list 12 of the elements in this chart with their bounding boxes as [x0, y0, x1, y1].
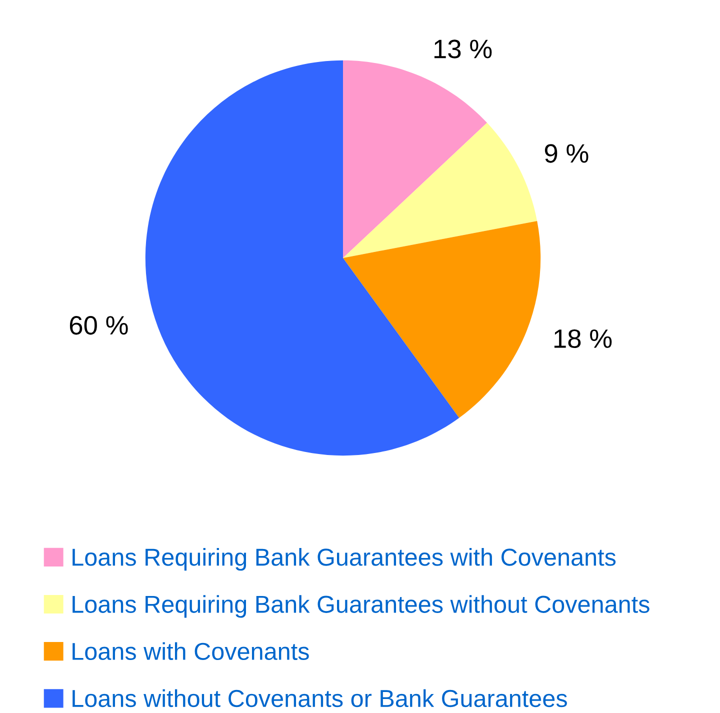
pie-slice	[343, 60, 488, 258]
data-label: 60 %	[70, 316, 128, 335]
legend-label: Loans Requiring Bank Guarantees without Covenants	[72, 595, 650, 618]
legend-label: Loans Requiring Bank Guarantees with Covenants	[72, 548, 616, 571]
data-label: 13 %	[434, 40, 492, 58]
pie-slice	[145, 60, 460, 456]
legend-label: Loans without Covenants or Bank Guarantees	[72, 689, 567, 708]
pie-slice	[343, 122, 538, 258]
data-label: 18 %	[554, 329, 612, 348]
data-label: 9 %	[544, 144, 588, 163]
pie-slice	[343, 220, 541, 418]
legend-label: Loans with Covenants	[72, 642, 309, 660]
